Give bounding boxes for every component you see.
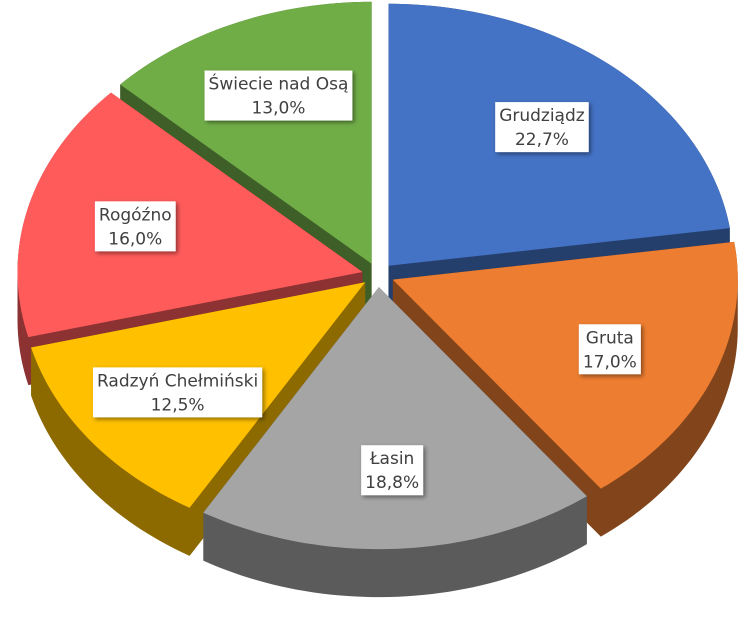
label-box (495, 102, 589, 153)
value-label: 13,0% (251, 99, 305, 119)
value-label: 17,0% (583, 352, 637, 372)
data-label: Grudziądz 22,7% (495, 102, 589, 153)
category-label: Świecie nad Osą (209, 73, 349, 95)
slice (17, 92, 363, 338)
data-label: Gruta 17,0% (578, 324, 641, 375)
label-box (361, 445, 424, 496)
category-label: Gruta (586, 328, 634, 348)
label-box (94, 201, 176, 252)
value-label: 12,5% (151, 395, 205, 415)
category-label: Rogóźno (99, 205, 172, 225)
slice (120, 1, 372, 264)
category-label: Radzyń Chełmiński (97, 371, 258, 391)
value-label: 18,8% (365, 473, 419, 493)
data-label: Rogóźno 16,0% (94, 201, 176, 252)
slice (203, 287, 587, 550)
label-box (204, 70, 353, 121)
label-box (578, 324, 641, 375)
data-label: Radzyń Chełmiński 12,5% (92, 367, 263, 418)
category-label: Grudziądz (499, 106, 585, 126)
label-box (92, 367, 263, 418)
value-label: 16,0% (108, 229, 162, 249)
slice (392, 241, 738, 489)
data-label: Łasin 18,8% (361, 445, 424, 496)
category-label: Łasin (369, 449, 414, 469)
data-label: Świecie nad Osą 13,0% (204, 70, 353, 121)
value-label: 22,7% (515, 130, 569, 150)
